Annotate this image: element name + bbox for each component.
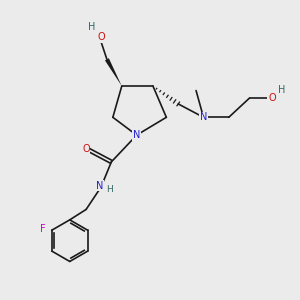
Text: O: O — [82, 143, 90, 154]
Text: F: F — [40, 224, 46, 234]
Text: H: H — [278, 85, 285, 95]
Polygon shape — [105, 58, 122, 86]
Text: N: N — [96, 181, 103, 191]
Text: O: O — [97, 32, 105, 42]
Text: N: N — [133, 130, 140, 140]
Text: O: O — [268, 93, 276, 103]
Text: H: H — [88, 22, 96, 32]
Text: H: H — [106, 185, 113, 194]
Text: N: N — [200, 112, 207, 122]
